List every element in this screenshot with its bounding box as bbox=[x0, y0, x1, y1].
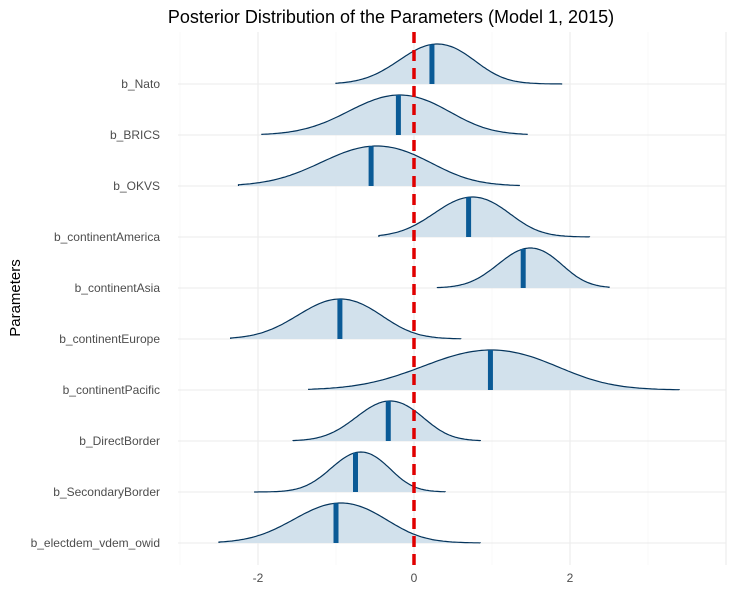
x-tick-label: 0 bbox=[411, 571, 418, 585]
ridge-fill bbox=[230, 299, 461, 339]
ridge-fill bbox=[254, 452, 446, 492]
ridge-outline bbox=[261, 94, 528, 135]
ridge-fill bbox=[378, 197, 590, 237]
y-tick-label: b_continentEurope bbox=[59, 332, 160, 346]
y-tick-label: b_DirectBorder bbox=[79, 434, 160, 448]
ridge-outline bbox=[335, 43, 563, 85]
y-tick-label: b_electdem_vdem_owid bbox=[31, 536, 160, 550]
ridges bbox=[218, 43, 680, 544]
x-tick-label: 2 bbox=[567, 571, 574, 585]
ridge-fill bbox=[219, 503, 481, 543]
ridge-fill bbox=[261, 95, 528, 135]
ridge-outline bbox=[237, 145, 520, 187]
ridge-fill bbox=[336, 44, 563, 84]
y-tick-label: b_BRICS bbox=[110, 128, 160, 142]
y-tick-label: b_continentAsia bbox=[75, 281, 161, 295]
y-tick-label: b_OKVS bbox=[113, 179, 160, 193]
y-tick-label: b_continentAmerica bbox=[54, 230, 160, 244]
y-tick-labels: b_Nato b_BRICS b_OKVS b_continentAmerica b_c… bbox=[31, 77, 161, 550]
y-axis-label: Parameters bbox=[7, 259, 24, 337]
chart-title: Posterior Distribution of the Parameters… bbox=[168, 7, 614, 27]
ridge-fill bbox=[308, 350, 680, 390]
y-tick-label: b_SecondaryBorder bbox=[53, 485, 160, 499]
ridge-fill bbox=[238, 146, 520, 186]
ridge-outline bbox=[230, 298, 462, 340]
ridge-outline bbox=[378, 196, 591, 238]
x-tick-labels: -2 0 2 bbox=[253, 571, 574, 585]
x-tick-label: -2 bbox=[253, 571, 264, 585]
y-tick-label: b_Nato bbox=[121, 77, 160, 91]
y-tick-label: b_continentPacific bbox=[63, 383, 160, 397]
ridge-outline bbox=[218, 502, 481, 544]
ridge-outline bbox=[308, 349, 680, 391]
grid bbox=[178, 32, 727, 565]
